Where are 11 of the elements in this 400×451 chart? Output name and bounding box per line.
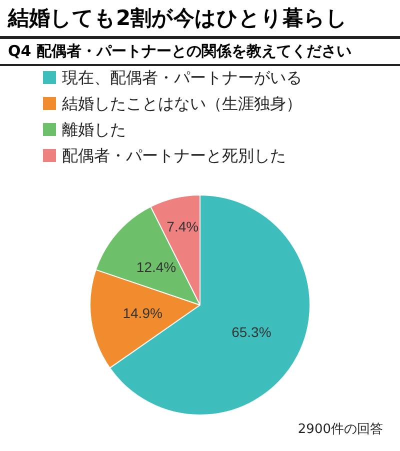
text: 2900件の回答 [298, 422, 384, 437]
legend-label: 結婚したことはない（生涯独身） [61, 94, 302, 113]
legend-label: 現在、配偶者・パートナーがいる [62, 68, 302, 87]
chart-subtitle: Q4 配偶者・パートナーとの関係を教えてください [0, 39, 400, 66]
legend-label: 配偶者・パートナーと死別した [62, 146, 286, 165]
data-label: 12.4% [136, 258, 176, 275]
data-label: 65.3% [232, 324, 272, 340]
data-label: 7.4% [166, 218, 199, 235]
legend-label: 離婚した [62, 120, 126, 139]
data-label: 14.9% [122, 305, 162, 322]
chart-title: 結婚しても2割が今はひとり暮らし [0, 0, 400, 39]
